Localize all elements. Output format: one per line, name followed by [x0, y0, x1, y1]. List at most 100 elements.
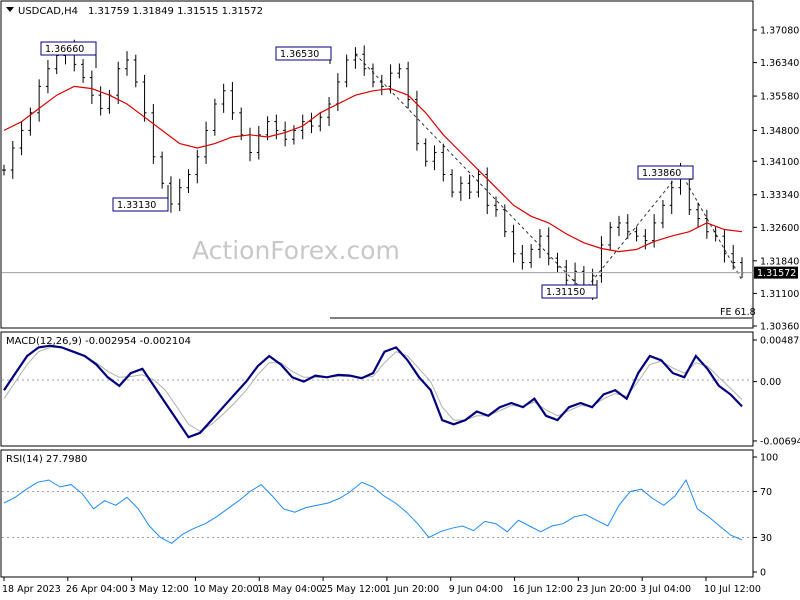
- price-bar: [520, 244, 525, 270]
- swing-label-text: 1.33130: [117, 200, 156, 211]
- price-bar: [151, 104, 156, 164]
- price-bar: [353, 47, 358, 69]
- price-bar: [291, 125, 296, 145]
- price-bar: [28, 107, 33, 136]
- price-bar: [283, 121, 288, 147]
- current-price-tag: [754, 266, 798, 279]
- price-bar: [195, 149, 200, 184]
- time-axis-label: 18 Apr 2023: [2, 584, 61, 595]
- macd-panel-frame: [0, 331, 754, 447]
- price-bar: [494, 196, 498, 217]
- price-bar: [116, 61, 121, 104]
- price-bar: [450, 169, 455, 198]
- price-bar: [458, 176, 463, 201]
- price-bar: [142, 74, 147, 122]
- price-bar: [634, 226, 639, 242]
- rsi-panel-frame: [0, 449, 754, 578]
- price-bar: [608, 222, 613, 251]
- price-bar: [617, 215, 621, 237]
- rsi-axis-label: 100: [760, 453, 778, 464]
- symbol-label: USDCAD,H4: [18, 6, 78, 17]
- chevron-down-icon[interactable]: [6, 7, 14, 12]
- ohlc-values: 1.31759 1.31849 1.31515 1.31572: [88, 6, 263, 17]
- fe-61-8-label: FE 61.8: [720, 307, 756, 318]
- time-axis-label: 23 Jun 20:00: [576, 584, 636, 595]
- price-bar: [546, 227, 551, 266]
- swing-label-text: 1.36530: [280, 49, 319, 60]
- price-axis-label: 1.32600: [760, 223, 799, 234]
- price-bar: [704, 209, 709, 239]
- time-axis-label: 10 Jul 12:00: [704, 584, 761, 595]
- price-bar: [256, 126, 261, 160]
- trendline-segment: [355, 53, 585, 292]
- price-bar: [125, 51, 129, 76]
- price-bar: [37, 79, 42, 122]
- price-bar: [98, 86, 103, 116]
- price-bar: [564, 259, 569, 289]
- price-axis-label: 1.31100: [760, 289, 799, 300]
- price-bar: [511, 224, 516, 263]
- rsi-title: RSI(14) 27.7980: [6, 454, 87, 465]
- price-bar: [168, 176, 173, 213]
- price-axis-label: 1.36340: [760, 58, 799, 69]
- price-bar: [660, 200, 665, 229]
- time-axis-label: 3 Jul 04:00: [640, 584, 691, 595]
- price-axis-label: 1.34100: [760, 157, 799, 168]
- price-bar: [221, 83, 226, 113]
- swing-label-text: 1.31150: [546, 287, 585, 298]
- time-axis-label: 26 Apr 04:00: [66, 584, 128, 595]
- price-bar: [669, 180, 674, 215]
- rsi-line: [3, 478, 743, 544]
- price-bar: [432, 145, 437, 171]
- trendline-segment: [680, 171, 743, 281]
- price-bar: [529, 244, 534, 268]
- price-axis-label: 1.35580: [760, 92, 799, 103]
- trendlines: [355, 53, 743, 292]
- swing-label-1-36530: 1.36530: [275, 46, 332, 64]
- price-bar: [265, 116, 270, 141]
- price-bar: [19, 121, 24, 156]
- price-bar: [573, 262, 578, 288]
- swing-label-text: 1.36660: [45, 44, 84, 55]
- rsi-y-axis: 100 70 30 0: [753, 453, 778, 579]
- time-axis-label: 18 May 04:00: [257, 584, 322, 595]
- price-bar: [318, 111, 323, 132]
- swing-label-1-31150: 1.31150: [541, 280, 598, 299]
- price-bar: [599, 236, 604, 283]
- price-bar: [239, 107, 244, 141]
- price-bar: [406, 61, 411, 109]
- price-bar: [81, 59, 86, 83]
- price-bar: [309, 112, 314, 134]
- price-axis-label: 1.34800: [760, 126, 799, 137]
- price-bar: [731, 244, 736, 270]
- swing-label-text: 1.33860: [642, 168, 681, 179]
- macd-y-axis: 0.00487 0.00 -0.006945: [753, 336, 800, 447]
- price-bar: [327, 96, 332, 127]
- price-axis-label: 1.30360: [760, 322, 799, 333]
- price-bar: [10, 141, 15, 179]
- price-bar: [537, 229, 542, 259]
- price-bar: [555, 252, 560, 273]
- price-bar: [362, 45, 367, 76]
- time-axis-label: 1 Jun 20:00: [385, 584, 439, 595]
- time-axis-label: 16 Jun 12:00: [513, 584, 573, 595]
- price-axis-label: 1.31840: [760, 256, 799, 267]
- time-axis-label: 3 May 12:00: [130, 584, 189, 595]
- price-bar: [502, 204, 507, 238]
- time-axis-label: 10 May 20:00: [193, 584, 258, 595]
- price-bar: [160, 151, 165, 189]
- swing-label-1-36660: 1.36660: [40, 41, 97, 68]
- price-bar: [177, 178, 182, 212]
- price-bar: [485, 167, 490, 215]
- watermark-text: ActionForex.com: [192, 236, 400, 265]
- price-bar: [423, 138, 428, 167]
- price-bar: [300, 114, 305, 140]
- price-bar: [696, 202, 701, 228]
- price-panel-frame: [0, 0, 754, 329]
- price-bar: [713, 226, 718, 242]
- price-bar: [467, 174, 472, 200]
- rsi-axis-label: 30: [760, 533, 772, 544]
- price-axis-label: 1.37080: [760, 26, 799, 37]
